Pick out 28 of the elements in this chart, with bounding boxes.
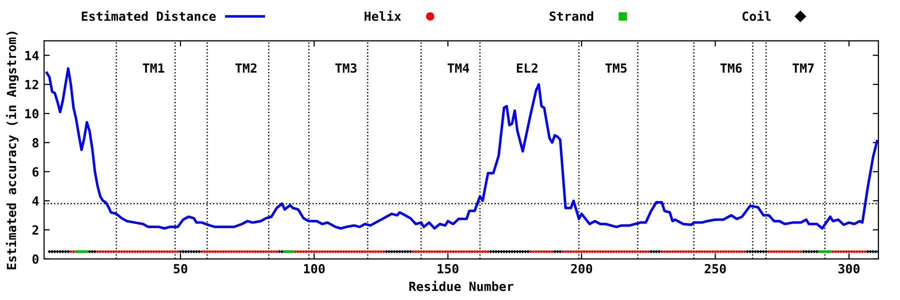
y-tick-label: 6 <box>32 167 39 177</box>
y-tick-label: 2 <box>32 225 38 235</box>
y-tick-label: 4 <box>32 196 39 206</box>
x-axis-title: Residue Number <box>409 280 514 292</box>
x-tick-label: 200 <box>570 264 592 274</box>
ref-line-label: TM3 <box>335 63 357 73</box>
legend-label: Strand <box>550 11 594 21</box>
y-tick-label: 8 <box>32 138 38 148</box>
ref-line-label: TM5 <box>605 63 627 73</box>
ref-line-label: TM7 <box>792 63 814 73</box>
y-tick-label: 0 <box>32 254 38 264</box>
x-tick-label: 50 <box>174 264 188 274</box>
y-axis-title: Estimated accuracy (in Angstrom) <box>6 32 19 270</box>
ref-line-label: TM6 <box>720 63 742 73</box>
ref-line-label: TM1 <box>142 63 164 73</box>
ref-line-label: EL2 <box>516 63 538 73</box>
legend-label: Estimated Distance <box>82 10 216 21</box>
ref-line-label: TM2 <box>235 63 256 73</box>
x-tick-label: 250 <box>704 264 726 274</box>
legend-label: Helix <box>364 10 402 21</box>
y-tick-label: 10 <box>25 108 38 118</box>
ref-line-label: TM4 <box>448 63 470 73</box>
x-tick-label: 300 <box>838 264 860 274</box>
x-tick-label: 100 <box>304 264 325 274</box>
legend-label: Coil <box>742 10 771 21</box>
y-tick-label: 14 <box>25 50 39 60</box>
x-tick-label: 150 <box>438 264 458 274</box>
y-tick-label: 12 <box>25 80 38 90</box>
